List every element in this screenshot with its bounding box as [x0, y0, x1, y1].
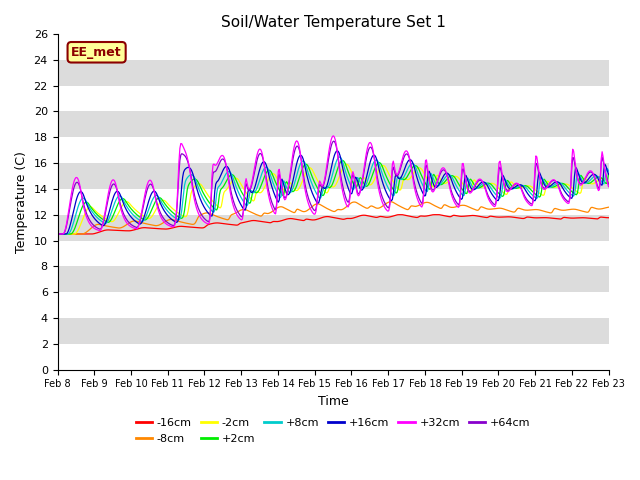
+2cm [380, 166, 387, 172]
-8cm [378, 204, 386, 209]
+16cm [380, 181, 387, 187]
+32cm [195, 212, 203, 218]
+16cm [470, 187, 477, 192]
-2cm [195, 181, 203, 187]
-16cm [54, 231, 61, 237]
+2cm [605, 170, 612, 176]
+32cm [422, 157, 430, 163]
Bar [58, 137, 609, 163]
+16cm [422, 188, 430, 193]
-2cm [151, 208, 159, 214]
-2cm [303, 168, 310, 173]
Bar [58, 292, 609, 318]
+8cm [380, 173, 387, 179]
+2cm [303, 162, 310, 168]
+32cm [303, 195, 310, 201]
Title: Soil/Water Temperature Set 1: Soil/Water Temperature Set 1 [221, 15, 445, 30]
Legend: -16cm, -8cm, -2cm, +2cm, +8cm, +16cm, +32cm, +64cm: -16cm, -8cm, -2cm, +2cm, +8cm, +16cm, +3… [131, 413, 535, 448]
-2cm [470, 178, 477, 183]
-16cm [422, 213, 430, 219]
+8cm [422, 189, 430, 194]
+8cm [54, 231, 61, 237]
+8cm [195, 187, 203, 193]
+64cm [422, 162, 430, 168]
-8cm [422, 200, 430, 205]
-8cm [303, 208, 310, 214]
-8cm [54, 231, 61, 237]
Line: +16cm: +16cm [58, 151, 609, 234]
+16cm [303, 172, 310, 178]
X-axis label: Time: Time [317, 395, 348, 408]
+64cm [151, 192, 159, 198]
+2cm [339, 157, 346, 163]
Line: -16cm: -16cm [58, 215, 609, 234]
-8cm [387, 199, 394, 204]
Bar [58, 240, 609, 266]
+16cm [151, 189, 159, 194]
+64cm [195, 207, 203, 213]
Bar [58, 85, 609, 111]
-8cm [195, 213, 203, 219]
+32cm [330, 133, 337, 139]
+8cm [336, 154, 344, 160]
-16cm [303, 216, 310, 222]
Line: -8cm: -8cm [58, 202, 609, 234]
Bar [58, 34, 609, 60]
+2cm [195, 181, 203, 187]
-16cm [378, 214, 386, 219]
Y-axis label: Temperature (C): Temperature (C) [15, 151, 28, 252]
+32cm [605, 184, 612, 190]
Text: EE_met: EE_met [71, 46, 122, 59]
+2cm [151, 199, 159, 205]
Line: -2cm: -2cm [58, 164, 609, 234]
-16cm [151, 226, 159, 231]
-8cm [151, 223, 159, 228]
Bar [58, 344, 609, 370]
+32cm [151, 193, 159, 199]
+32cm [54, 231, 61, 237]
+8cm [151, 193, 159, 199]
-2cm [380, 163, 387, 168]
Line: +32cm: +32cm [58, 136, 609, 234]
+2cm [470, 180, 477, 186]
-8cm [605, 204, 612, 210]
-2cm [605, 180, 612, 185]
+64cm [330, 138, 337, 144]
+16cm [54, 231, 61, 237]
+64cm [303, 190, 310, 195]
Bar [58, 189, 609, 215]
+8cm [470, 185, 477, 191]
-16cm [195, 225, 203, 231]
+64cm [54, 231, 61, 237]
-8cm [470, 206, 477, 212]
+2cm [54, 231, 61, 237]
Line: +2cm: +2cm [58, 160, 609, 234]
-16cm [395, 212, 403, 217]
+16cm [333, 148, 341, 154]
+2cm [422, 182, 430, 188]
-2cm [54, 231, 61, 237]
+8cm [303, 166, 310, 171]
+32cm [380, 202, 387, 207]
+64cm [380, 197, 387, 203]
+32cm [470, 186, 477, 192]
-2cm [342, 161, 350, 167]
+64cm [605, 181, 612, 187]
+64cm [470, 186, 477, 192]
-2cm [422, 175, 430, 180]
+16cm [605, 171, 612, 177]
-16cm [470, 213, 477, 218]
+16cm [195, 193, 203, 199]
Line: +8cm: +8cm [58, 157, 609, 234]
+8cm [605, 168, 612, 174]
Line: +64cm: +64cm [58, 141, 609, 234]
-16cm [605, 215, 612, 221]
